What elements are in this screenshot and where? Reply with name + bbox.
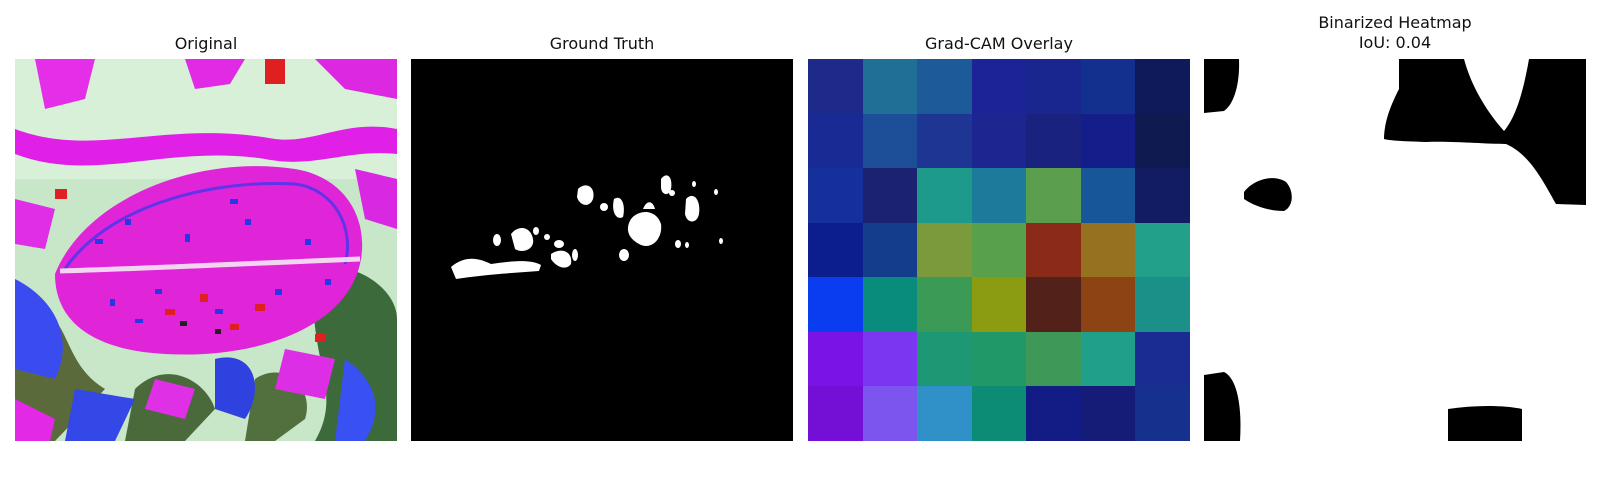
gradcam-overlay	[808, 59, 1190, 441]
panel-title-binarized-heatmap: Binarized Heatmap IoU: 0.04	[1205, 13, 1585, 53]
gradcam-cell	[1080, 222, 1136, 278]
gradcam-cell	[808, 277, 863, 332]
gradcam-cell	[917, 113, 972, 169]
gradcam-cell	[862, 331, 918, 387]
gradcam-cell	[1080, 113, 1136, 169]
gradcam-cell	[971, 331, 1027, 387]
gradcam-cell	[971, 277, 1027, 332]
ground-truth-mask	[411, 59, 793, 441]
gradcam-cell	[1026, 222, 1081, 278]
gradcam-cell	[862, 113, 918, 169]
gradcam-cell	[1026, 113, 1081, 169]
gradcam-cell	[1135, 277, 1190, 332]
gradcam-cell	[1080, 277, 1136, 332]
gradcam-heatmap-grid	[808, 59, 1190, 441]
gradcam-cell	[917, 331, 972, 387]
gradcam-cell	[1026, 277, 1081, 332]
gradcam-cell	[1026, 59, 1081, 114]
gradcam-cell	[808, 168, 863, 223]
gradcam-cell	[1026, 386, 1081, 441]
gradcam-cell	[1080, 168, 1136, 223]
gradcam-cell	[1135, 59, 1190, 114]
gradcam-cell	[971, 113, 1027, 169]
panel-title-ground-truth: Ground Truth	[549, 34, 655, 53]
binarized-heatmap	[1204, 59, 1586, 441]
gradcam-cell	[971, 59, 1027, 114]
gradcam-cell	[808, 222, 863, 278]
gradcam-cell	[862, 59, 918, 114]
gradcam-cell	[1135, 168, 1190, 223]
binarized-heatmap-title: Binarized Heatmap	[1318, 13, 1472, 32]
gradcam-cell	[808, 113, 863, 169]
iou-label: IoU: 0.04	[1358, 33, 1432, 52]
gradcam-cell	[808, 59, 863, 114]
gradcam-cell	[1135, 113, 1190, 169]
gradcam-cell	[917, 168, 972, 223]
gradcam-cell	[862, 277, 918, 332]
gradcam-cell	[1080, 386, 1136, 441]
original-image	[15, 59, 397, 441]
gradcam-cell	[1135, 222, 1190, 278]
gradcam-cell	[917, 277, 972, 332]
panel-title-original: Original	[174, 34, 238, 53]
gradcam-cell	[1026, 331, 1081, 387]
gradcam-cell	[971, 386, 1027, 441]
gradcam-cell	[917, 222, 972, 278]
gradcam-cell	[1135, 386, 1190, 441]
gradcam-cell	[1080, 59, 1136, 114]
gradcam-cell	[1080, 331, 1136, 387]
gradcam-cell	[1135, 331, 1190, 387]
gradcam-cell	[917, 59, 972, 114]
gradcam-cell	[1026, 168, 1081, 223]
gradcam-cell	[808, 331, 863, 387]
gradcam-cell	[917, 386, 972, 441]
gradcam-cell	[862, 222, 918, 278]
panel-title-gradcam-overlay: Grad-CAM Overlay	[925, 34, 1073, 53]
gradcam-cell	[971, 168, 1027, 223]
gradcam-cell	[862, 168, 918, 223]
gradcam-cell	[971, 222, 1027, 278]
gradcam-cell	[808, 386, 863, 441]
gradcam-cell	[862, 386, 918, 441]
